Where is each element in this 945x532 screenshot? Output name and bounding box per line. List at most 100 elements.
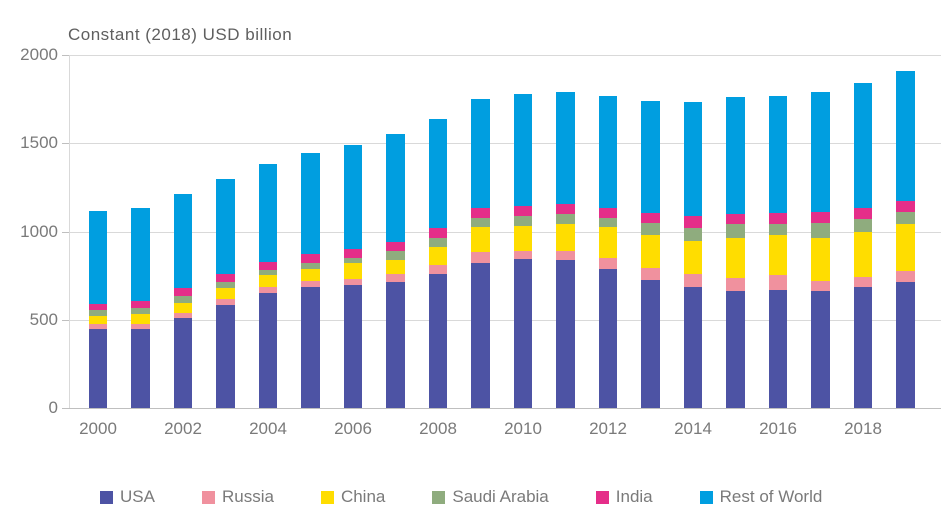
legend-swatch-icon [432, 490, 446, 504]
bar-segment-china [301, 268, 320, 281]
bar-segment-india [131, 301, 150, 309]
chart-title: Constant (2018) USD billion [68, 25, 293, 44]
legend-label: Russia [221, 487, 274, 506]
bar-segment-russia [216, 299, 235, 305]
legend-label: Saudi Arabia [452, 487, 549, 506]
bar-segment-saudi-arabia [173, 295, 193, 303]
bar-segment-rest-of-world [513, 94, 533, 206]
bar-segment-india [641, 213, 660, 224]
x-tick-label: 2008 [419, 419, 457, 439]
legend-item-india: India [595, 487, 653, 507]
x-tick-label: 2018 [844, 419, 882, 439]
bar-segment-india [343, 248, 363, 258]
bar-segment-china [556, 224, 575, 252]
bar-segment-china [471, 226, 490, 253]
bar-segment-saudi-arabia [343, 257, 363, 264]
bar-segment-saudi-arabia [386, 251, 405, 261]
bar-segment-india [258, 261, 278, 270]
bar-segment-saudi-arabia [683, 227, 703, 241]
bar-segment-rest-of-world [768, 95, 788, 214]
legend-label: USA [120, 487, 155, 506]
bar-segment-rest-of-world [258, 163, 278, 262]
bar-segment-usa [811, 291, 830, 409]
bar-segment-russia [471, 252, 490, 263]
bar-segment-saudi-arabia [853, 218, 873, 233]
bar-segment-india [598, 207, 618, 218]
bar-segment-usa [896, 282, 915, 409]
bar-segment-china [641, 235, 660, 268]
bar-segment-china [853, 232, 873, 277]
bar-segment-china [768, 235, 788, 275]
bar-segment-saudi-arabia [513, 215, 533, 226]
bar-segment-saudi-arabia [301, 263, 320, 269]
bar-segment-saudi-arabia [811, 223, 830, 238]
bar-segment-usa [556, 259, 575, 409]
bar-segment-china [683, 241, 703, 275]
bar-segment-rest-of-world [471, 99, 490, 209]
bar-segment-rest-of-world [556, 92, 575, 205]
x-axis-line [68, 408, 941, 410]
bar-segment-rest-of-world [598, 95, 618, 208]
bar-segment-usa [173, 318, 193, 409]
bar-segment-russia [853, 276, 873, 288]
bar-segment-rest-of-world [88, 210, 108, 304]
x-tick-label: 2016 [759, 419, 797, 439]
legend-label: China [340, 487, 386, 506]
legend-swatch-icon [699, 490, 713, 504]
bar-segment-india [768, 213, 788, 225]
bar-segment-russia [386, 274, 405, 283]
bar-segment-russia [641, 267, 660, 280]
bar-segment-india [853, 207, 873, 219]
bar-segment-china [598, 226, 618, 258]
x-tick-label: 2002 [164, 419, 202, 439]
bar-segment-russia [896, 271, 915, 283]
bar-segment-usa [131, 329, 150, 409]
y-axis-line [68, 55, 70, 409]
bar-segment-china [513, 225, 533, 252]
x-tick-label: 2004 [249, 419, 287, 439]
legend-item-china: China [320, 487, 386, 507]
y-axis-tick [61, 319, 69, 321]
bar-segment-china [386, 260, 405, 275]
bar-segment-saudi-arabia [598, 217, 618, 227]
bar-segment-china [428, 246, 448, 266]
bar-segment-china [726, 238, 745, 278]
bar-segment-saudi-arabia [556, 214, 575, 225]
bar-segment-russia [513, 251, 533, 260]
bar-segment-saudi-arabia [726, 224, 745, 239]
legend-label: Rest of World [719, 487, 823, 506]
bar-segment-saudi-arabia [428, 237, 448, 247]
legend-item-rest-of-world: Rest of World [699, 487, 823, 507]
bar-segment-russia [173, 312, 193, 319]
legend-swatch-icon [595, 490, 609, 504]
bar-segment-russia [428, 265, 448, 274]
bar-segment-russia [301, 280, 320, 287]
bar-segment-saudi-arabia [471, 217, 490, 227]
y-tick-label: 0 [48, 398, 58, 418]
bar-segment-rest-of-world [386, 134, 405, 242]
bar-segment-russia [811, 280, 830, 292]
bar-segment-russia [683, 274, 703, 288]
bar-segment-rest-of-world [896, 71, 915, 202]
bar-segment-saudi-arabia [131, 308, 150, 314]
y-tick-label: 2000 [20, 45, 58, 64]
bar-segment-china [131, 313, 150, 324]
bar-segment-china [896, 224, 915, 272]
gridline-2000 [68, 55, 941, 56]
legend-item-russia: Russia [201, 487, 274, 507]
bar-segment-usa [598, 268, 618, 409]
bar-segment-saudi-arabia [641, 223, 660, 235]
bar-segment-india [556, 204, 575, 215]
bar-segment-russia [258, 286, 278, 294]
bar-segment-usa [258, 293, 278, 409]
bar-segment-usa [301, 286, 320, 409]
bar-segment-rest-of-world [343, 145, 363, 249]
bar-segment-china [343, 263, 363, 279]
bar-segment-china [216, 288, 235, 300]
bar-segment-china [258, 274, 278, 287]
bar-segment-india [896, 201, 915, 213]
bar-segment-russia [598, 257, 618, 269]
bar-segment-usa [428, 273, 448, 409]
x-tick-label: 2010 [504, 419, 542, 439]
